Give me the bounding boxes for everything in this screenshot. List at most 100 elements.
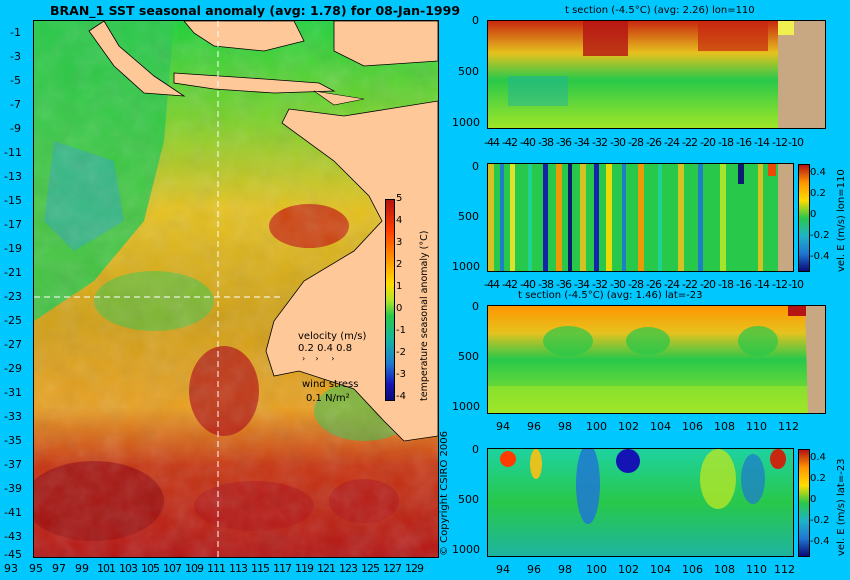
lon-tick: 93	[4, 562, 18, 575]
map-lat-axis: -1 -3 -5 -7 -9 -11 -13 -15 -17 -19 -21 -…	[0, 20, 32, 561]
x-tick: -26	[646, 278, 662, 291]
lat-tick: -41	[4, 506, 22, 519]
velocity-legend-scale: 0.2 0.4 0.8	[298, 343, 353, 354]
x-tick: -14	[754, 136, 770, 149]
depth-tick: 1000	[452, 260, 480, 273]
cbar-tick: 0.2	[810, 473, 826, 484]
velocity-section-lat[interactable]	[487, 448, 794, 557]
lat-tick: -5	[10, 74, 21, 87]
depth-tick: 0	[472, 160, 479, 173]
depth-tick: 0	[472, 300, 479, 313]
x-tick: -16	[736, 136, 752, 149]
x-tick: -18	[718, 136, 734, 149]
lon-tick: 113	[229, 562, 248, 575]
depth-tick: 0	[472, 443, 479, 456]
section4-x-axis: 94 96 98 100 102 104 106 108 110 112	[488, 563, 828, 577]
velocity-arrows: › › ›	[302, 354, 335, 363]
x-tick: -32	[592, 278, 608, 291]
x-tick: -28	[628, 136, 644, 149]
lon-tick: 125	[361, 562, 380, 575]
colorbar-tick: -2	[396, 347, 406, 358]
x-tick: -42	[502, 136, 518, 149]
temperature-section-lat[interactable]	[487, 305, 826, 414]
lat-tick: -1	[10, 26, 21, 39]
x-tick: 108	[714, 563, 735, 576]
lon-tick: 107	[163, 562, 182, 575]
x-tick: -14	[754, 278, 770, 291]
lat-tick: -11	[4, 146, 22, 159]
colorbar-tick: 3	[396, 237, 403, 248]
x-tick: -38	[538, 278, 554, 291]
colorbar-tick: 4	[396, 215, 403, 226]
depth-tick: 500	[458, 65, 479, 78]
lon-tick: 111	[207, 562, 226, 575]
map-title: BRAN_1 SST seasonal anomaly (avg: 1.78) …	[50, 3, 461, 18]
velocity-colorbar-1	[798, 164, 810, 272]
map-lon-axis: 93 95 97 99 101 103 105 107 109 111 113 …	[0, 562, 440, 578]
lat-tick: -13	[4, 170, 22, 183]
cbar-tick: 0	[810, 209, 817, 220]
cbar-tick: -0.4	[810, 251, 830, 262]
lat-tick: -27	[4, 338, 22, 351]
x-tick: -32	[592, 136, 608, 149]
x-tick: -18	[718, 278, 734, 291]
lon-tick: 97	[52, 562, 66, 575]
depth-tick: 500	[458, 493, 479, 506]
cbar-tick: 0.4	[810, 452, 826, 463]
x-tick: 110	[746, 563, 767, 576]
x-tick: -24	[664, 136, 680, 149]
depth-tick: 500	[458, 210, 479, 223]
x-tick: -20	[700, 136, 716, 149]
lon-tick: 95	[29, 562, 43, 575]
lon-tick: 123	[339, 562, 358, 575]
x-tick: 112	[778, 420, 799, 433]
lon-tick: 119	[295, 562, 314, 575]
copyright-text: © Copyright CSIRO 2006	[439, 431, 450, 556]
lon-tick: 117	[273, 562, 292, 575]
x-tick: -38	[538, 136, 554, 149]
temperature-section-lon[interactable]	[487, 20, 826, 129]
x-tick: 112	[774, 563, 795, 576]
colorbar-tick: -1	[396, 325, 406, 336]
x-tick: -24	[664, 278, 680, 291]
lon-tick: 99	[75, 562, 89, 575]
cbar-tick: -0.2	[810, 515, 830, 526]
lat-tick: -43	[4, 530, 22, 543]
x-tick: -30	[610, 278, 626, 291]
x-tick: 100	[586, 563, 607, 576]
x-tick: -36	[556, 136, 572, 149]
colorbar-tick: -3	[396, 369, 406, 380]
x-tick: -34	[574, 278, 590, 291]
x-tick: 98	[558, 420, 572, 433]
sst-anomaly-map[interactable]: 5 4 3 2 1 0 -1 -2 -3 -4 temperature seas…	[33, 20, 439, 558]
lat-tick: -23	[4, 290, 22, 303]
x-tick: -40	[520, 136, 536, 149]
colorbar-tick: -4	[396, 391, 406, 402]
lat-tick: -33	[4, 410, 22, 423]
lat-tick: -17	[4, 218, 22, 231]
x-tick: 96	[527, 563, 541, 576]
sst-colorbar	[385, 199, 395, 401]
x-tick: -42	[502, 278, 518, 291]
x-tick: -40	[520, 278, 536, 291]
x-tick: -16	[736, 278, 752, 291]
cbar-tick: -0.4	[810, 536, 830, 547]
cbar-tick: 0.2	[810, 188, 826, 199]
depth-tick: 500	[458, 350, 479, 363]
lon-tick: 129	[405, 562, 424, 575]
x-tick: 104	[650, 420, 671, 433]
x-tick: 100	[586, 420, 607, 433]
x-tick: 110	[746, 420, 767, 433]
x-tick: -12	[772, 136, 788, 149]
lon-tick: 121	[317, 562, 336, 575]
x-tick: 106	[682, 563, 703, 576]
lat-tick: -35	[4, 434, 22, 447]
depth-tick: 1000	[452, 543, 480, 556]
velocity-section-lon[interactable]	[487, 163, 794, 272]
section1-x-axis: -44 -42 -40 -38 -36 -34 -32 -30 -28 -26 …	[484, 136, 828, 150]
x-tick: -22	[682, 278, 698, 291]
depth-tick: 0	[472, 14, 479, 27]
lon-tick: 103	[119, 562, 138, 575]
x-tick: 106	[682, 420, 703, 433]
x-tick: -10	[788, 278, 804, 291]
